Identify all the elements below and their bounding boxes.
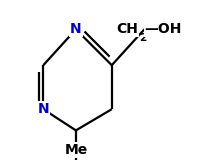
Text: N: N xyxy=(38,102,49,116)
Text: N: N xyxy=(70,22,82,36)
Text: Me: Me xyxy=(64,143,87,157)
Text: 2: 2 xyxy=(139,33,146,43)
Text: CH: CH xyxy=(116,22,138,36)
Text: —OH: —OH xyxy=(145,22,182,36)
